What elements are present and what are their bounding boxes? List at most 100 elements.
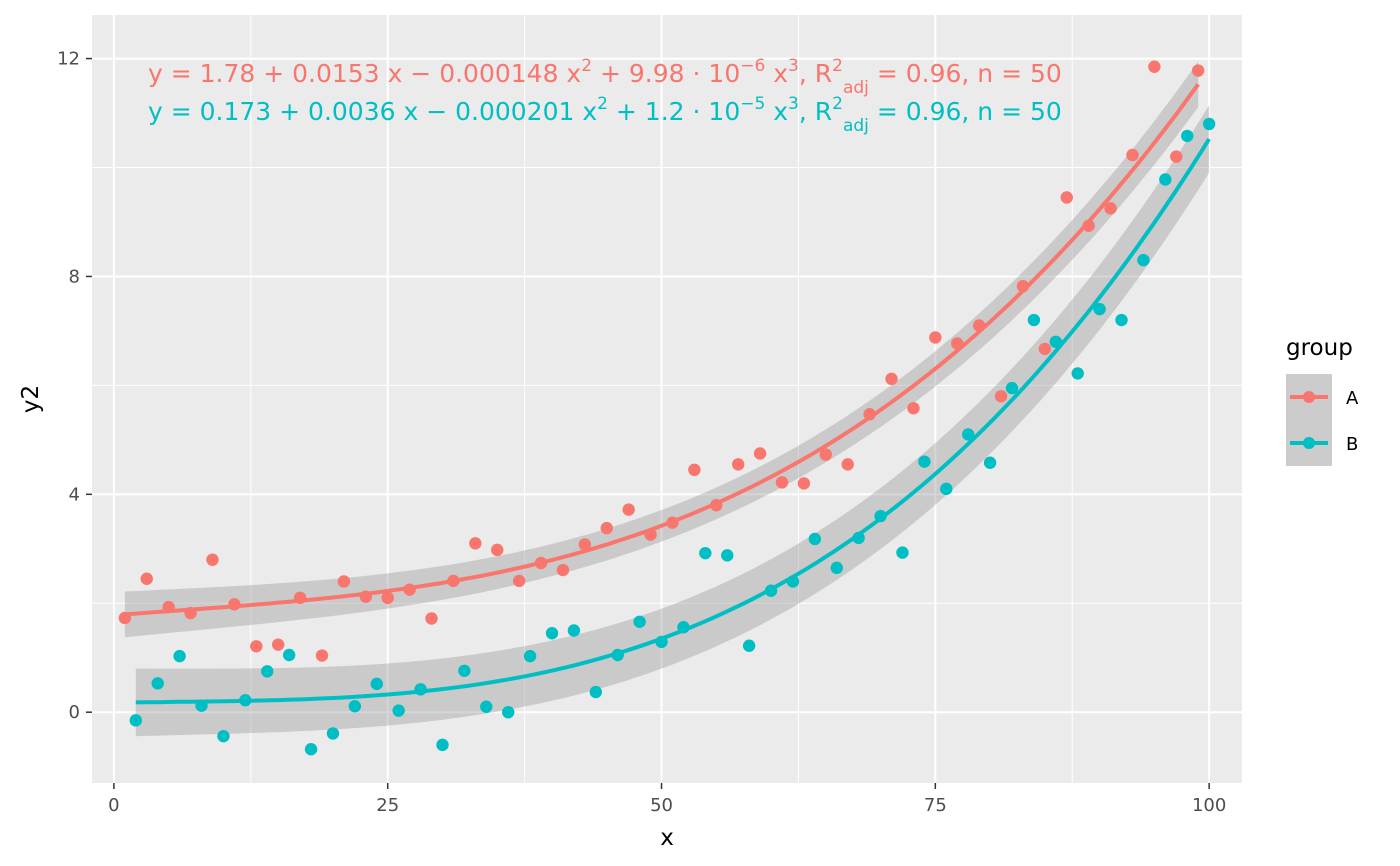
point-B [589,685,603,699]
point-B [983,456,997,469]
point-A [819,448,833,461]
fit-line-B [135,137,1211,705]
point-A [250,640,263,653]
point-B [282,648,296,662]
grid-major [92,15,1242,783]
point-A [1191,64,1205,77]
point-A [1148,60,1161,73]
legend: group A B [1286,335,1359,466]
point-A [841,458,854,471]
point-A [600,521,613,535]
point-A [753,447,767,460]
point-B [633,615,646,628]
legend-title: group [1286,335,1353,361]
point-A [315,649,329,662]
point-B [217,729,230,743]
point-A [731,458,745,471]
grid-minor [92,15,1242,783]
point-B [1027,313,1041,327]
legend-key-point-A [1303,391,1315,403]
point-A [994,390,1008,403]
legend-key-point-B [1303,437,1315,449]
point-B [129,714,143,727]
point-A [206,553,219,566]
point-A [556,563,570,577]
point-A [1170,150,1183,163]
fit-lines [124,83,1211,705]
point-B [348,700,362,713]
point-A [1104,202,1117,215]
x-tick-label: 100 [1192,795,1226,816]
point-B [1071,367,1084,380]
point-A [1126,148,1139,162]
point-A [688,463,701,477]
point-B [830,561,843,575]
point-A [381,591,394,605]
point-A [622,503,635,516]
point-A [512,574,526,588]
point-A [337,575,351,588]
point-B [523,649,537,663]
point-A [1038,342,1052,356]
y-tick-label: 8 [69,266,80,287]
point-B [436,738,449,752]
point-B [370,677,383,691]
point-A [1060,191,1073,204]
equation-label-A: y = 1.78 + 0.0153 x − 0.000148 x2 + 9.98… [148,56,1062,98]
point-A [425,612,438,625]
point-B [458,664,471,677]
point-A [929,331,942,344]
fit-line-A [124,83,1200,617]
point-A [907,402,920,415]
x-axis-ticks: 0 25 50 75 100 [108,783,1226,816]
y-axis-title: y2 [18,385,44,413]
point-B [567,624,581,637]
y-tick-label: 12 [57,49,80,70]
y-axis-ticks: 0 4 8 12 [57,49,92,723]
point-B [1005,381,1019,395]
equation-label-B: y = 0.173 + 0.0036 x − 0.000201 x2 + 1.2… [148,94,1062,136]
point-B [151,677,164,690]
point-B [940,482,953,496]
point-B [896,546,909,559]
legend-label-B: B [1346,434,1358,455]
point-B [721,549,734,562]
point-B [1202,117,1216,131]
point-B [1159,173,1172,186]
point-B [545,627,559,640]
y-tick-label: 4 [69,484,80,505]
x-tick-label: 75 [924,795,947,816]
point-A [885,372,898,386]
point-B [808,532,822,546]
point-A [775,476,789,489]
x-axis-title: x [660,825,674,851]
point-B [392,704,405,717]
point-B [501,705,515,719]
equation-labels: y = 1.78 + 0.0153 x − 0.000148 x2 + 9.98… [148,56,1062,136]
point-B [742,639,756,652]
point-B [1093,302,1106,316]
point-B [918,455,931,468]
point-B [1137,253,1150,267]
point-B [304,743,318,756]
point-A [271,638,285,651]
x-tick-label: 0 [108,795,119,816]
legend-label-A: A [1346,388,1359,409]
point-B [326,727,340,740]
point-A [140,572,153,585]
point-B [1181,129,1194,143]
x-tick-label: 50 [650,795,673,816]
point-A [578,538,592,551]
point-B [699,546,712,560]
point-A [797,477,811,490]
point-B [261,665,274,678]
point-B [1115,313,1128,327]
x-tick-label: 25 [376,795,399,816]
y-tick-label: 0 [69,702,80,723]
point-B [961,428,975,441]
point-B [173,649,186,663]
point-B [480,700,493,713]
point-A [469,537,482,550]
confidence-band-A [124,61,1199,638]
point-A [491,543,504,557]
